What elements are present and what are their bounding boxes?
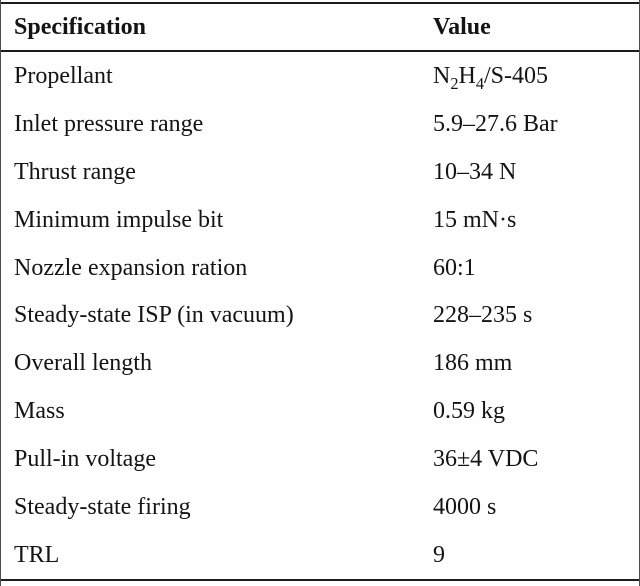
spec-cell: Pull-in voltage	[14, 446, 156, 473]
spec-cell: Mass	[14, 398, 65, 425]
table-top-rule	[1, 2, 639, 4]
value-cell: 10–34 N	[433, 158, 517, 185]
value-cell: 36±4 VDC	[433, 446, 539, 473]
table-row-inlet-pressure-range: Inlet pressure range 5.9–27.6 Bar	[1, 100, 639, 148]
table-row-minimum-impulse-bit: Minimum impulse bit 15 mN·s	[1, 196, 639, 244]
table-row-propellant: Propellant N2H4/S-405	[1, 52, 639, 100]
header-specification: Specification	[14, 14, 146, 40]
spec-cell: TRL	[14, 542, 60, 569]
table-row-mass: Mass 0.59 kg	[1, 387, 639, 435]
spec-cell: Steady-state firing	[14, 494, 191, 521]
table-row-steady-state-isp: Steady-state ISP (in vacuum) 228–235 s	[1, 292, 639, 340]
table-header-row: Specification Value	[1, 4, 639, 50]
value-cell: 186 mm	[433, 350, 513, 377]
table-row-steady-state-firing: Steady-state firing 4000 s	[1, 483, 639, 531]
table-row-overall-length: Overall length 186 mm	[1, 339, 639, 387]
value-cell: 0.59 kg	[433, 398, 505, 425]
table-row-nozzle-expansion-ration: Nozzle expansion ration 60:1	[1, 244, 639, 292]
header-value: Value	[433, 14, 491, 40]
spec-cell: Thrust range	[14, 158, 136, 185]
value-cell: 9	[433, 542, 445, 569]
spec-cell: Overall length	[14, 350, 152, 377]
value-cell: 15 mN·s	[433, 206, 517, 233]
table-bottom-rule	[1, 579, 639, 581]
value-cell: N2H4/S-405	[433, 62, 549, 93]
spec-cell: Inlet pressure range	[14, 110, 204, 137]
table-row-thrust-range: Thrust range 10–34 N	[1, 148, 639, 196]
table-row-trl: TRL 9	[1, 531, 639, 579]
spec-cell: Minimum impulse bit	[14, 206, 224, 233]
table-row-pull-in-voltage: Pull-in voltage 36±4 VDC	[1, 435, 639, 483]
spec-cell: Steady-state ISP (in vacuum)	[14, 302, 294, 329]
spec-cell: Propellant	[14, 62, 113, 89]
value-cell: 4000 s	[433, 494, 497, 521]
spec-cell: Nozzle expansion ration	[14, 254, 248, 281]
value-cell: 228–235 s	[433, 302, 533, 329]
table-header-rule	[1, 50, 639, 52]
table-body: Propellant N2H4/S-405 Inlet pressure ran…	[1, 52, 639, 579]
value-cell: 60:1	[433, 254, 476, 281]
value-cell: 5.9–27.6 Bar	[433, 110, 558, 137]
